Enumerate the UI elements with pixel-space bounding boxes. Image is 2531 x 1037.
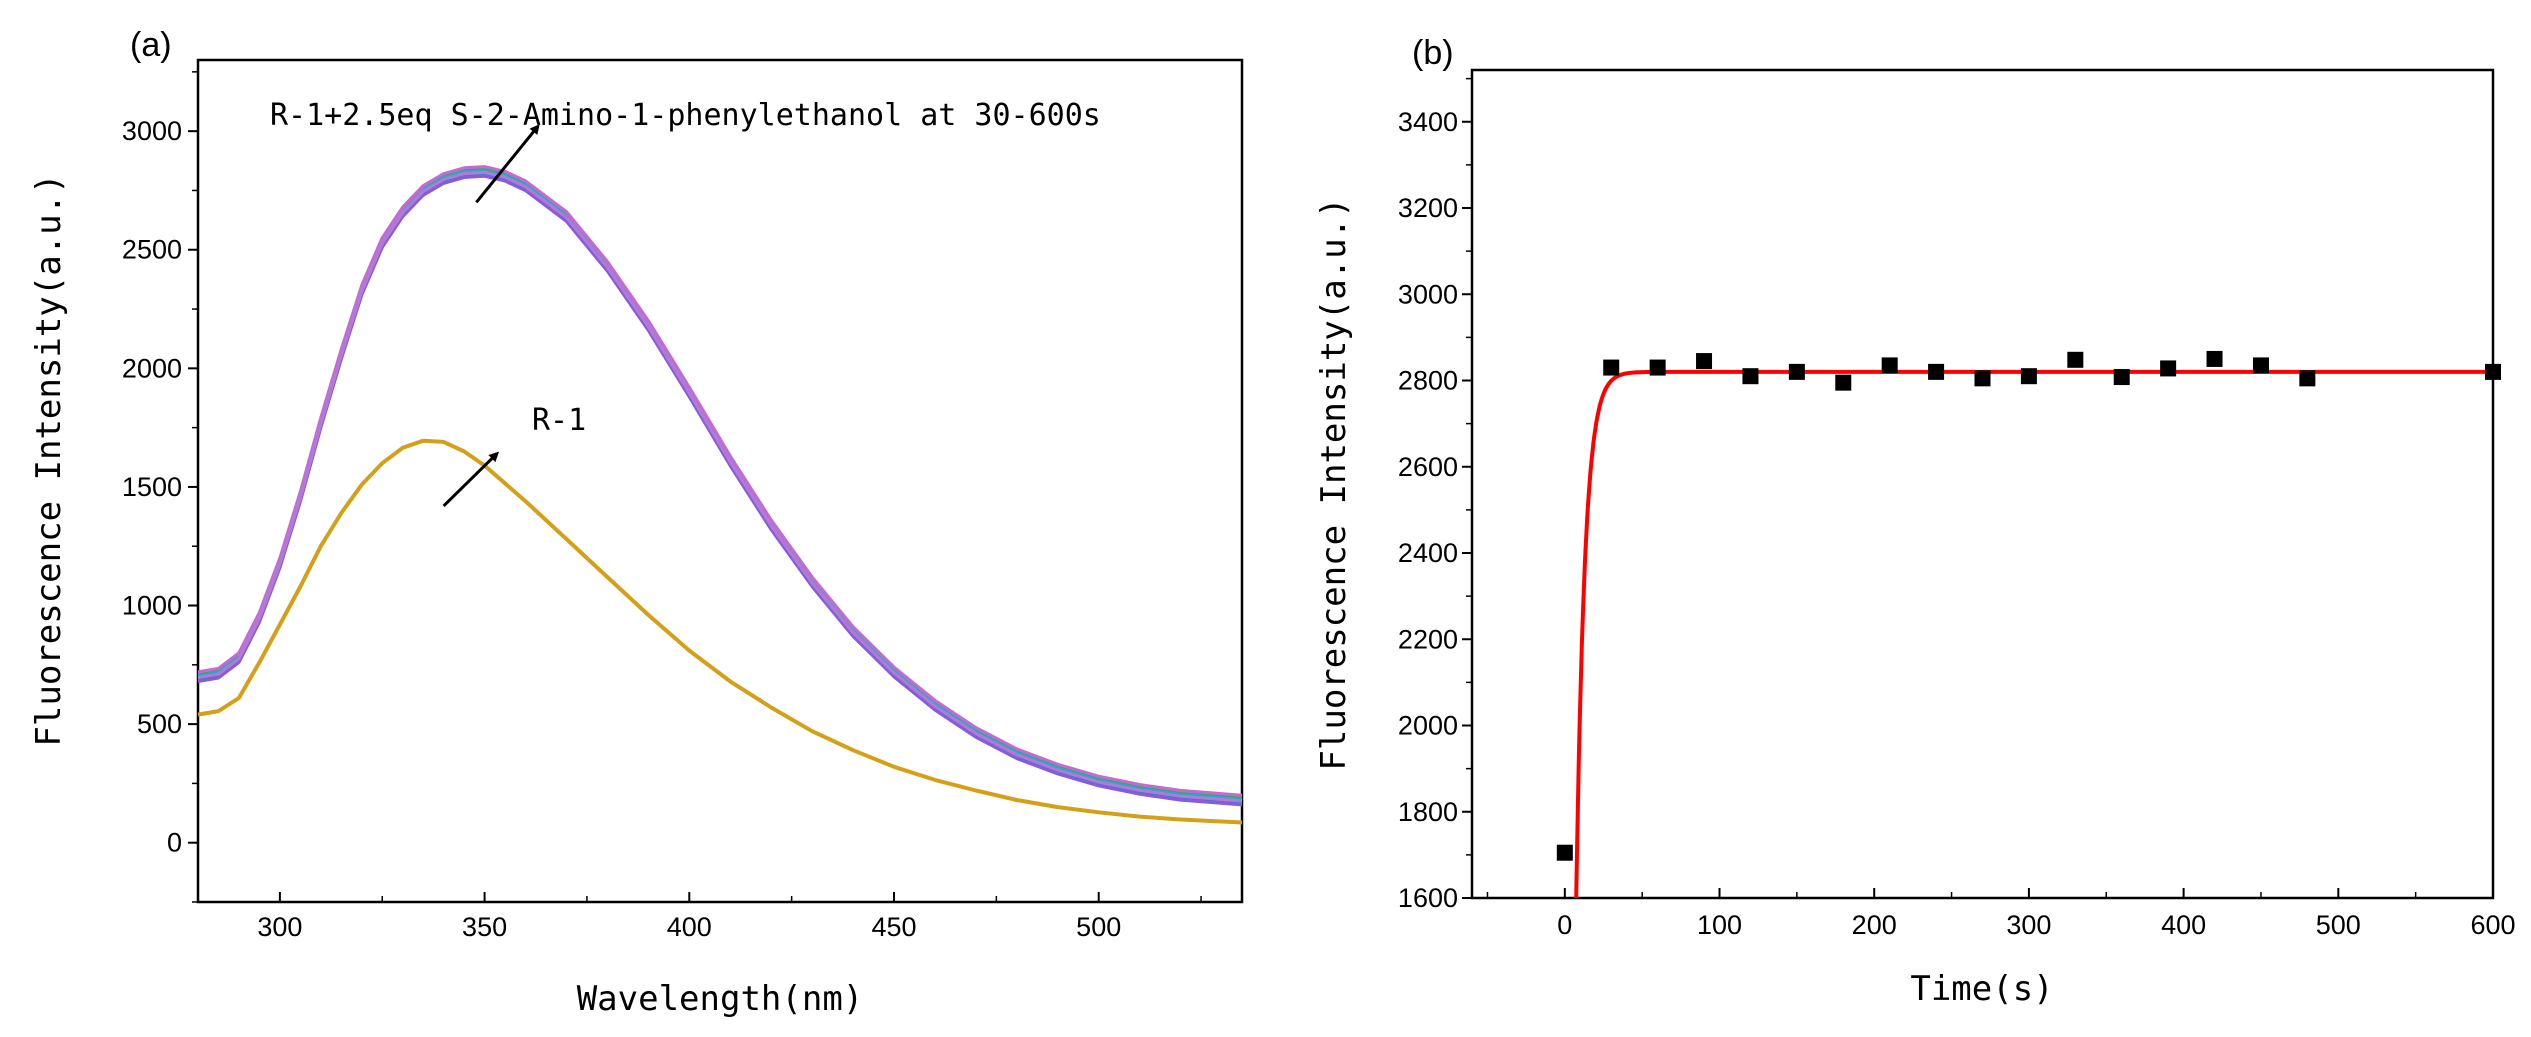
- panel-b-x-tick-label: 400: [2161, 910, 2206, 940]
- panel-a-annotation-group: R-1+2.5eq S-2-Amino-1-phenylethanol at 3…: [270, 98, 1101, 133]
- panel-b-data-point: [1974, 370, 1991, 387]
- panel-b-y-tick-label: 2200: [1398, 624, 1458, 654]
- panel-a-series-line-1: [197, 166, 1243, 799]
- panel-a-series-line-4: [197, 171, 1243, 804]
- panel-a-plot-frame: [196, 58, 1244, 904]
- panel-b-data-point: [1649, 359, 1666, 376]
- panel-a-y-tick-label: 1000: [122, 591, 182, 621]
- panel-a-series-line-r1: [197, 438, 1243, 825]
- panel-b-data-point: [1556, 844, 1573, 861]
- panel-a-label: (a): [130, 26, 172, 64]
- panel-a-x-axis-title: Wavelength(nm): [577, 979, 864, 1019]
- panel-a-ticks: 300 350 400 450 500 0 500 1000 1500 2000 2500 3000: [122, 71, 1202, 942]
- panel-a-y-tick-label: 2500: [122, 235, 182, 265]
- panel-b-data-point: [2113, 369, 2130, 386]
- panel-b-x-tick-label: 200: [1852, 910, 1897, 940]
- panel-b-y-tick-label: 2800: [1398, 366, 1458, 396]
- panel-b-x-tick-label: 500: [2316, 910, 2361, 940]
- panel-a-x-tick-label: 350: [462, 912, 507, 942]
- panel-b-x-axis-title: Time(s): [1910, 969, 2053, 1009]
- panel-a-series-line-2: [197, 173, 1243, 806]
- panel-a-y-tick-label: 3000: [122, 116, 182, 146]
- panel-b-data-point: [2252, 357, 2269, 374]
- panel-b-data-point: [2299, 370, 2316, 387]
- panel-a-series-line-6: [197, 174, 1243, 807]
- panel-b-data-point: [1788, 363, 1805, 380]
- panel-b-fit-curve: [1574, 369, 2493, 899]
- panel-b-data-point: [1696, 353, 1713, 370]
- panel-b-y-tick-label: 2000: [1398, 711, 1458, 741]
- panel-a-y-tick-label: 2000: [122, 353, 182, 383]
- panel-b-data-point: [1742, 368, 1759, 385]
- panel-b-data-point: [2160, 360, 2177, 377]
- panel-b-y-axis-title: Fluorescence Intensity(a.u.): [1314, 197, 1354, 770]
- panel-b-y-tick-label: 2600: [1398, 452, 1458, 482]
- panel-b-x-tick-label: 100: [1697, 910, 1742, 940]
- panel-b-data-point: [2067, 351, 2084, 368]
- panel-b-data-point: [2020, 368, 2037, 385]
- panel-a-arrow-group: [475, 124, 540, 204]
- panel-a-series-line-3: [197, 168, 1243, 800]
- panel-b-ticks: 0 100 200 300 400 500 600 1600 1800 2000 2200 2400 2…: [1398, 77, 2516, 940]
- panel-b-label: (b): [1412, 34, 1454, 72]
- panel-b: (b) 0 100 200 300 400 500 600 1600 1800 2000 2200 2…: [1314, 34, 2516, 1009]
- panel-a-y-tick-label: 1500: [122, 472, 182, 502]
- panel-a-x-tick-label: 500: [1076, 912, 1121, 942]
- panel-b-data-point: [2206, 350, 2223, 367]
- panel-b-data-point: [1603, 359, 1620, 376]
- panel-b-data-point: [2485, 363, 2501, 380]
- panel-a-lines: [197, 165, 1243, 825]
- panel-b-plot: [1556, 350, 2501, 899]
- panel-b-y-tick-label: 1600: [1398, 883, 1458, 913]
- panel-a-x-tick-label: 450: [871, 912, 916, 942]
- panel-b-x-tick-label: 0: [1557, 910, 1572, 940]
- panel-a-arrow-r1: [442, 451, 500, 507]
- panel-a: (a) 300 350 400 450 500050010001500200025003…: [29, 26, 1244, 1019]
- panel-a-x-tick-label: 400: [667, 912, 712, 942]
- panel-b-data-point: [1928, 363, 1945, 380]
- panel-b-data-point: [1835, 374, 1852, 391]
- panel-b-plot-frame: [1470, 68, 2495, 900]
- panel-a-series-line-8: [197, 170, 1243, 803]
- panel-b-y-tick-label: 1800: [1398, 797, 1458, 827]
- panel-a-y-tick-label: 0: [167, 828, 182, 858]
- panel-b-y-tick-label: 3200: [1398, 193, 1458, 223]
- panel-b-y-tick-label: 3000: [1398, 279, 1458, 309]
- panel-b-x-tick-label: 600: [2470, 910, 2515, 940]
- panel-a-series-line-7: [197, 165, 1243, 797]
- panel-b-x-tick-label: 300: [2006, 910, 2051, 940]
- panel-a-x-tick-label: 300: [257, 912, 302, 942]
- panel-b-data-point: [1881, 357, 1898, 374]
- panel-b-y-tick-label: 2400: [1398, 538, 1458, 568]
- panel-a-annotations: R-1+2.5eq S-2-Amino-1-phenylethanol at 3…: [270, 98, 1101, 507]
- panel-a-y-axis-title: Fluorescence Intensity(a.u.): [29, 173, 69, 746]
- panel-a-series-line-5: [197, 168, 1243, 801]
- panel-b-y-tick-label: 3400: [1398, 107, 1458, 137]
- panel-a-y-tick-label: 500: [137, 709, 182, 739]
- panel-a-annotation-r1: R-1: [532, 403, 586, 438]
